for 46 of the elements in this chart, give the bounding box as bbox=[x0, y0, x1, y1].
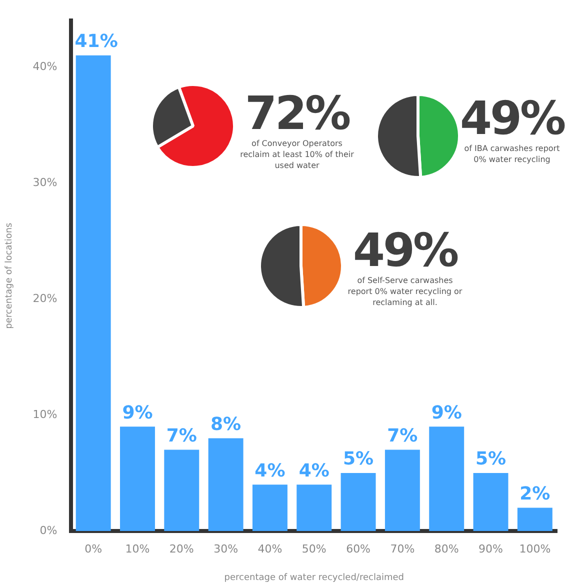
x-tick-label: 90% bbox=[478, 542, 503, 556]
y-tick-label: 40% bbox=[32, 60, 58, 73]
x-tick-label: 20% bbox=[169, 542, 194, 556]
bar bbox=[164, 450, 200, 531]
x-axis-title: percentage of water recycled/reclaimed bbox=[224, 572, 404, 583]
x-tick-label: 10% bbox=[125, 542, 150, 556]
data-label: 72% bbox=[244, 86, 351, 140]
data-label: 4% bbox=[298, 460, 330, 482]
bar bbox=[429, 426, 464, 531]
annotation: of IBA carwashes report 0% water recycling bbox=[463, 143, 561, 165]
y-tick-label: 20% bbox=[32, 292, 58, 305]
bar bbox=[517, 508, 552, 531]
y-tick-label: 10% bbox=[32, 408, 58, 421]
data-label: 5% bbox=[475, 448, 506, 470]
x-tick-label: 30% bbox=[214, 542, 238, 556]
data-label: 49% bbox=[460, 91, 564, 145]
bar bbox=[384, 450, 420, 531]
x-tick-label: 0% bbox=[84, 542, 102, 556]
data-label: 9% bbox=[122, 402, 153, 424]
x-tick-label: 70% bbox=[390, 542, 415, 556]
bar bbox=[208, 438, 244, 531]
bar bbox=[296, 484, 332, 531]
x-tick-label: 80% bbox=[434, 542, 459, 556]
bar bbox=[340, 473, 376, 531]
bar bbox=[252, 484, 288, 531]
data-label: 8% bbox=[210, 414, 242, 435]
data-label: 7% bbox=[166, 425, 197, 446]
x-tick-label: 50% bbox=[302, 542, 326, 556]
data-label: 7% bbox=[387, 425, 418, 446]
data-label: 4% bbox=[254, 460, 286, 482]
bar bbox=[120, 426, 155, 531]
data-label: 2% bbox=[520, 483, 550, 504]
x-tick-label: 40% bbox=[258, 542, 282, 556]
data-label: 5% bbox=[343, 448, 374, 470]
y-tick-label: 30% bbox=[32, 176, 58, 189]
annotation: of Conveyor Operators reclaim at least 10% of their used water bbox=[239, 138, 355, 171]
x-tick-label: 100% bbox=[519, 542, 551, 556]
x-tick-label: 60% bbox=[346, 542, 371, 556]
bar bbox=[76, 55, 111, 531]
bar bbox=[473, 473, 508, 531]
data-label: 49% bbox=[352, 223, 459, 277]
annotation: of Self-Serve carwashes report 0% water recycling or reclaming at all. bbox=[346, 275, 464, 308]
y-tick-label: 0% bbox=[40, 524, 58, 537]
data-label: 41% bbox=[74, 31, 118, 52]
data-label: 9% bbox=[431, 402, 462, 424]
y-axis-title: percentage of locations bbox=[4, 222, 15, 329]
